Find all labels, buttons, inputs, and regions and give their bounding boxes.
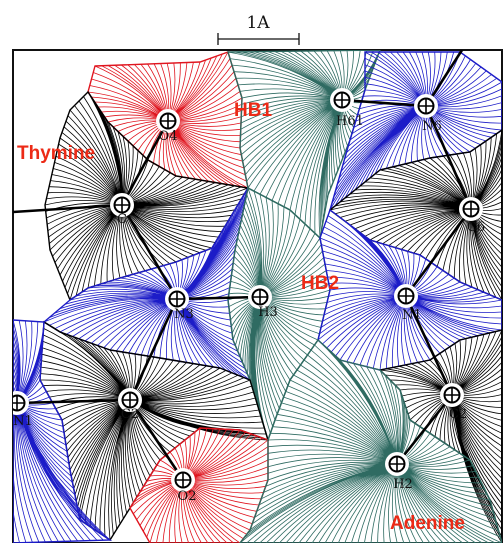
label-adenine: Adenine [390,513,465,534]
atom-crosshair [398,288,414,304]
field-lines-h61 [227,50,381,239]
atomic-basins [13,50,502,543]
bond-stub-0 [13,203,123,214]
field-lines-c6 [329,129,502,301]
field-lines-c4 [44,91,249,301]
atom-crosshair [13,395,25,411]
atom-label-n3: N3 [174,307,194,322]
atom-label-h2: H2 [393,477,413,492]
atom-c6: C6 [459,197,485,235]
field-lines-n3 [43,187,251,381]
atom-crosshair [418,98,434,114]
bond-o4-c4 [120,120,170,206]
atom-crosshair [122,392,138,408]
basin-boundary-n1 [13,319,113,543]
atom-label-c2a: C2 [449,407,467,422]
atom-crosshair [389,456,405,472]
atom-crosshair [444,387,460,403]
atom-label-n1: N1 [13,414,33,429]
atom-crosshair [334,92,350,108]
atom-h3: H3 [248,285,278,320]
bond-c2-n1 [16,398,131,405]
atom-crosshair [169,291,185,307]
bond-c2-o2 [128,399,185,481]
atom-c4: C [110,193,134,227]
basin-h61 [227,50,381,240]
atom-n3: N3 [165,287,194,322]
atom-label-h61: H61 [336,114,364,129]
bond-n3-c2 [128,298,179,401]
atom-h61: H61 [330,88,364,129]
atom-crosshair [463,201,479,217]
atom-label-n6: N6 [422,119,442,134]
atom-label-h3: H3 [258,305,278,320]
bond-n3-h3 [176,295,261,301]
atom-o4: O4 [156,109,180,144]
bond-c6-n1a [404,208,473,297]
bond-n6-c6 [424,105,473,210]
atom-crosshair [175,472,191,488]
atom-h2: H2 [385,452,413,492]
atom-o2: O2 [171,468,196,504]
bond-c2a-h2 [395,394,454,465]
atom-markers: O4 C N3 H3 C2 O2 N1 H61 N6 C6 N1 C2 H2 [13,88,485,504]
label-hb2: HB2 [301,273,339,294]
atom-n1: N1 [13,391,33,429]
bond-n1a-c2a [404,295,454,396]
atom-label-c4: C [117,212,127,227]
label-thymine: Thymine [17,143,95,164]
atom-label-n1a: N1 [402,308,422,323]
bond-h61-n6 [341,98,427,108]
field-lines-h3 [227,187,331,441]
atom-label-o2: O2 [178,489,197,504]
field-lines-o4 [87,51,249,189]
atom-c2a: C2 [440,383,467,422]
atom-label-o4: O4 [159,129,178,144]
scale-bar: 1A [217,13,300,45]
scale-bar-label: 1A [246,13,270,33]
field-lines-n1a [317,209,502,371]
field-lines-o2 [129,427,269,543]
field-lines-n6 [329,51,502,211]
bond-c4-n3 [120,204,179,300]
atom-crosshair [252,289,268,305]
atom-label-c6: C6 [467,220,485,235]
atom-c2: C2 [118,388,142,422]
atom-label-c2: C2 [121,407,139,422]
atom-crosshair [114,197,130,213]
label-hb1: HB1 [234,100,272,121]
atom-n6: N6 [414,94,442,134]
basin-c4 [44,90,250,302]
field-lines-c2 [39,321,269,541]
bond-lines [13,50,473,481]
atom-n1a: N1 [394,284,422,323]
atom-crosshair [160,113,176,129]
basin-o2 [129,427,269,543]
